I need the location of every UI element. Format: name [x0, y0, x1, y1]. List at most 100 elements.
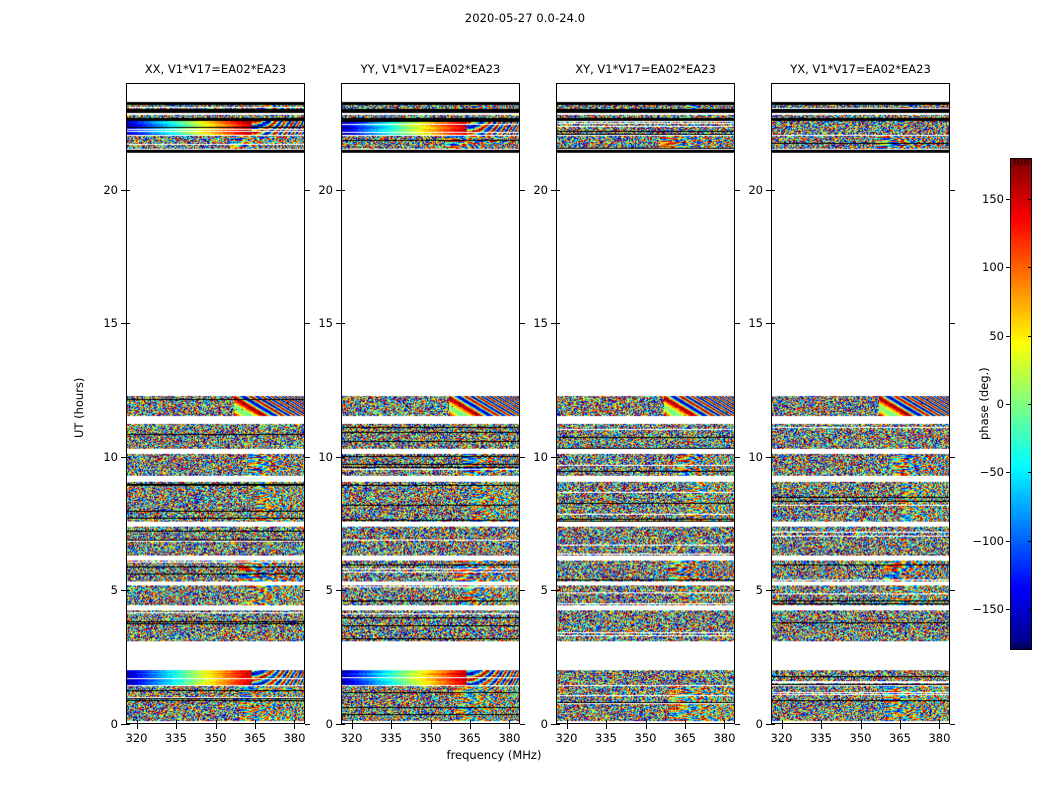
y-tick-right: [735, 456, 740, 458]
y-tick: [121, 590, 126, 592]
x-tick-label: 350: [419, 731, 442, 745]
y-tick-right: [950, 724, 955, 725]
y-tick-label: 20: [318, 182, 333, 197]
colorbar-tick-inner: [1028, 267, 1032, 269]
x-tick-label: 335: [165, 731, 187, 745]
y-tick-label: 0: [325, 717, 333, 731]
x-tick-inner: [136, 720, 138, 724]
x-tick-inner: [430, 720, 432, 724]
x-tick-inner: [821, 720, 822, 724]
x-tick: [645, 724, 647, 729]
y-tick: [766, 724, 771, 725]
y-tick-label: 5: [110, 583, 118, 598]
x-tick-inner: [469, 720, 471, 724]
panel-yy[interactable]: YY, V1*V17=EA02*EA23 0 5 10 15 20 320 335 350 365…: [318, 62, 525, 745]
colorbar-tick: [1006, 267, 1010, 269]
plot-area-yx[interactable]: [771, 83, 950, 724]
colorbar[interactable]: −150 −100 −50 0 50 100 150: [972, 158, 1032, 650]
x-tick-inner: [509, 720, 511, 724]
colorbar-tick-label: −100: [972, 533, 1004, 548]
colorbar-tick-inner: [1028, 335, 1032, 337]
y-tick: [551, 323, 556, 325]
y-tick-label: 5: [755, 583, 763, 598]
colorbar-tick-inner: [1028, 609, 1032, 610]
x-tick-label: 380: [283, 731, 306, 745]
x-tick-label: 365: [459, 731, 481, 745]
y-tick-right: [520, 590, 525, 592]
y-tick: [336, 724, 341, 725]
y-tick-right: [950, 189, 955, 191]
plot-area-xx[interactable]: [126, 83, 305, 724]
x-tick-inner: [781, 720, 783, 724]
panel-title-xy: XY, V1*V17=EA02*EA23: [575, 62, 716, 76]
waterfall-image-yx: [772, 84, 949, 723]
colorbar-tick: [1006, 404, 1010, 405]
y-tick-inner: [771, 590, 775, 592]
x-tick-label: 350: [204, 731, 227, 745]
y-tick: [551, 590, 556, 592]
x-tick: [430, 724, 432, 729]
y-tick: [766, 323, 771, 325]
plot-area-xy[interactable]: [556, 83, 735, 724]
y-tick-right: [950, 323, 955, 325]
x-tick: [684, 724, 686, 729]
panel-xx[interactable]: XX, V1*V17=EA02*EA23 0 5 10 15 20 320 335 350 365…: [103, 62, 310, 745]
x-tick-inner: [351, 720, 353, 724]
x-tick-label: 365: [244, 731, 266, 745]
y-tick-inner: [341, 590, 345, 592]
x-axis-label: frequency (MHz): [446, 748, 542, 762]
y-tick-inner: [556, 323, 560, 325]
x-tick-label: 350: [634, 731, 657, 745]
y-tick-inner: [341, 189, 345, 191]
y-tick-right: [520, 323, 525, 325]
y-tick-inner: [556, 189, 560, 191]
y-tick-right: [950, 590, 955, 592]
y-tick: [121, 323, 126, 325]
plot-area-yy[interactable]: [341, 83, 520, 724]
figure-suptitle: 2020-05-27 0.0-24.0: [464, 11, 586, 25]
y-tick-inner: [126, 456, 130, 458]
waterfall-image-yy: [342, 84, 519, 723]
x-tick-inner: [860, 720, 862, 724]
y-tick-inner: [341, 323, 345, 325]
colorbar-tick: [1006, 609, 1010, 610]
y-tick: [121, 189, 126, 191]
y-tick: [336, 323, 341, 325]
x-tick: [351, 724, 353, 729]
x-tick-inner: [566, 720, 568, 724]
x-tick: [136, 724, 138, 729]
x-tick-label: 320: [555, 731, 578, 745]
y-tick-right: [735, 323, 740, 325]
panel-title-xx: XX, V1*V17=EA02*EA23: [144, 62, 287, 76]
y-tick-inner: [341, 456, 345, 458]
colorbar-tick: [1006, 540, 1010, 542]
y-axis-label: UT (hours): [72, 377, 86, 438]
x-tick-label: 320: [340, 731, 363, 745]
y-tick-label: 10: [533, 449, 548, 464]
y-tick: [336, 590, 341, 592]
y-tick-inner: [126, 323, 130, 325]
y-tick: [551, 724, 556, 725]
y-tick-right: [950, 456, 955, 458]
y-tick-inner: [126, 590, 130, 592]
x-tick: [509, 724, 511, 729]
panel-yx[interactable]: YX, V1*V17=EA02*EA23 0 5 10 15 20 320 335 350 365…: [748, 62, 955, 745]
x-tick-label: 380: [498, 731, 521, 745]
x-tick-label: 335: [380, 731, 402, 745]
y-tick-right: [305, 189, 310, 191]
y-tick-inner: [556, 724, 560, 725]
x-tick: [821, 724, 822, 729]
y-tick: [766, 456, 771, 458]
colorbar-tick-inner: [1028, 404, 1032, 405]
panel-xy[interactable]: XY, V1*V17=EA02*EA23 0 5 10 15 20 320 335 350 365…: [533, 62, 740, 745]
y-tick-right: [305, 456, 310, 458]
y-tick-inner: [126, 189, 130, 191]
y-tick: [336, 189, 341, 191]
colorbar-tick-inner: [1028, 540, 1032, 542]
x-tick-inner: [176, 720, 177, 724]
x-tick: [724, 724, 726, 729]
colorbar-tick-label: 50: [989, 328, 1004, 343]
x-tick-inner: [294, 720, 296, 724]
colorbar-tick-label: −150: [972, 602, 1004, 616]
